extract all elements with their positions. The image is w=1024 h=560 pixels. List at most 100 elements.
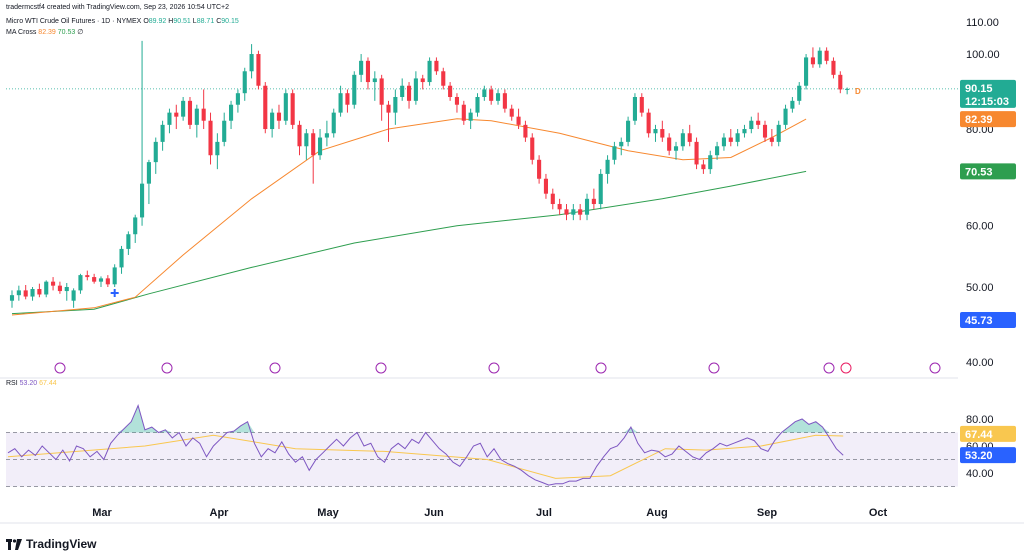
- candle: [420, 74, 425, 90]
- candle: [359, 54, 364, 83]
- candle: [543, 173, 549, 199]
- low-price-badge: 45.73: [960, 312, 1016, 329]
- candle: [584, 193, 590, 221]
- candle-body: [242, 71, 247, 94]
- rsi-axis-tick: 40.00: [966, 468, 994, 480]
- ma-fast-badge: 82.39: [960, 111, 1016, 128]
- candle: [701, 159, 706, 174]
- candle-body: [331, 112, 336, 134]
- candle-body: [372, 78, 377, 83]
- candle: [612, 141, 617, 165]
- candle-body: [276, 112, 282, 121]
- ma-cross-legend[interactable]: MA Cross 82.39 70.53 ∅: [6, 28, 83, 36]
- candle-body: [427, 60, 432, 83]
- rsi-ma-value: 67.44: [39, 380, 57, 387]
- candle-body: [16, 290, 21, 296]
- rsi-ma-badge: 67.44: [960, 425, 1016, 442]
- candle-body: [112, 267, 117, 285]
- candle: [632, 93, 637, 125]
- candle: [680, 129, 685, 151]
- candle: [817, 47, 822, 68]
- candle: [537, 155, 542, 184]
- candle-body: [831, 60, 836, 75]
- price-axis-tick: 100.00: [966, 49, 1000, 61]
- candle-body: [639, 96, 644, 113]
- candle-body: [133, 217, 138, 235]
- candle: [249, 44, 254, 79]
- candle-body: [393, 96, 398, 113]
- candle-body: [448, 85, 453, 97]
- candle: [16, 285, 21, 301]
- candle: [598, 169, 603, 210]
- candle: [509, 104, 514, 121]
- candle-body: [187, 100, 193, 125]
- candle-body: [454, 96, 460, 105]
- candle-body: [653, 129, 658, 134]
- candle-body: [667, 137, 672, 151]
- candle-body: [23, 290, 28, 297]
- candle-body: [502, 93, 507, 109]
- rsi-overbought-fill: [8, 405, 844, 433]
- symbol-title: Micro WTI Crude Oil Futures · 1D · NYMEX: [6, 18, 142, 25]
- time-axis-label: Jul: [536, 507, 552, 519]
- candle-body: [290, 93, 295, 125]
- candle-body: [571, 209, 576, 215]
- candle: [694, 137, 699, 170]
- candle-body: [215, 141, 220, 156]
- candle-body: [98, 278, 104, 282]
- ma-fast-badge-text: 82.39: [965, 114, 993, 126]
- candle: [667, 133, 672, 156]
- candle-body: [37, 289, 42, 295]
- candle-body: [441, 71, 446, 86]
- candle: [516, 108, 521, 130]
- candle-body: [434, 60, 439, 72]
- candle-body: [708, 155, 713, 170]
- candle: [742, 124, 747, 138]
- candle: [406, 82, 412, 109]
- candle: [222, 112, 227, 147]
- ma-slow-value: 70.53: [57, 29, 76, 36]
- candle-body: [365, 60, 371, 83]
- candle: [51, 277, 56, 291]
- ma-slow-badge-text: 70.53: [965, 166, 993, 178]
- candle: [591, 188, 596, 210]
- candle-body: [742, 129, 747, 134]
- time-axis-label: Mar: [92, 507, 112, 519]
- candle: [146, 159, 151, 205]
- candle-body: [126, 234, 131, 249]
- candle-body: [564, 209, 569, 215]
- candle: [735, 129, 740, 147]
- candle-body: [475, 96, 480, 113]
- candle: [783, 104, 788, 130]
- ma-slow-line: [11, 170, 807, 315]
- candle: [283, 89, 288, 125]
- candle: [824, 47, 829, 65]
- candle: [831, 57, 836, 79]
- candle-body: [167, 112, 172, 125]
- candle-body: [735, 133, 740, 142]
- candle-body: [105, 278, 110, 285]
- candle: [331, 108, 336, 138]
- candle-body: [283, 93, 288, 121]
- candle-body: [249, 54, 254, 72]
- candle: [578, 204, 583, 221]
- candle: [153, 137, 158, 174]
- candle-body: [222, 120, 227, 142]
- candle: [393, 89, 398, 125]
- candle-body: [461, 104, 466, 121]
- candle: [64, 282, 69, 301]
- event-icon: [161, 362, 173, 374]
- candle: [769, 129, 774, 147]
- ma-cross-label: MA Cross: [6, 29, 37, 36]
- candle: [304, 129, 309, 160]
- candle: [776, 120, 781, 147]
- candle: [256, 50, 261, 90]
- candle-body: [715, 146, 720, 156]
- candle-body: [797, 85, 802, 101]
- rsi-label: RSI: [6, 380, 18, 387]
- candle-body: [92, 277, 97, 282]
- candle: [311, 129, 316, 184]
- rsi-legend[interactable]: RSI 53.20 67.44: [6, 380, 57, 387]
- candle-body: [30, 289, 35, 297]
